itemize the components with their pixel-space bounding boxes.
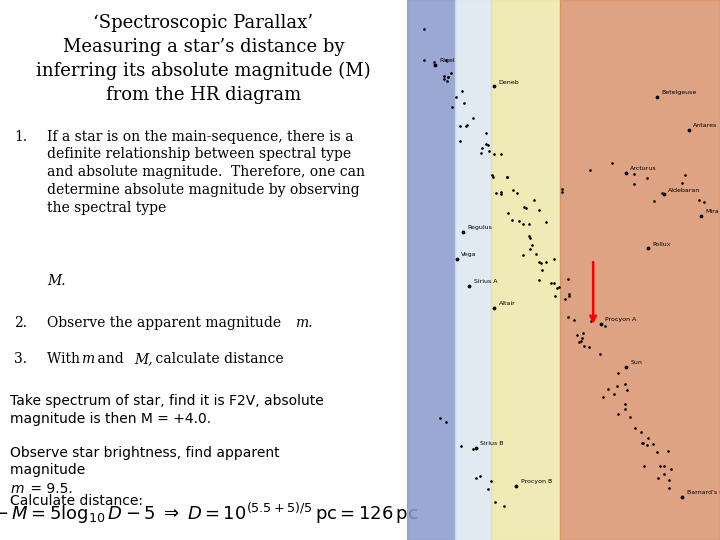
- Text: ‘Spectroscopic Parallax’: ‘Spectroscopic Parallax’: [94, 14, 313, 31]
- Text: Rigel: Rigel: [439, 58, 455, 63]
- Text: Pollux: Pollux: [652, 241, 670, 247]
- Text: M,: M,: [134, 352, 153, 366]
- Text: Take spectrum of star, find it is F2V, absolute
magnitude is then M = +4.0.: Take spectrum of star, find it is F2V, a…: [10, 394, 324, 426]
- Text: Aldebaran: Aldebaran: [667, 187, 700, 193]
- Text: = 9.5.: = 9.5.: [27, 482, 73, 496]
- Text: Betelgeuse: Betelgeuse: [662, 90, 697, 96]
- Bar: [491, 0, 560, 540]
- Text: Calculate distance:: Calculate distance:: [10, 494, 143, 508]
- Text: 1.: 1.: [14, 130, 27, 144]
- Text: Measuring a star’s distance by: Measuring a star’s distance by: [63, 38, 344, 56]
- Text: M.: M.: [47, 274, 66, 288]
- Text: Procyon A: Procyon A: [605, 317, 636, 322]
- Text: m: m: [10, 482, 24, 496]
- Text: 3.: 3.: [14, 352, 27, 366]
- Text: Sirius A: Sirius A: [474, 279, 497, 285]
- Text: Procyon B: Procyon B: [521, 479, 552, 484]
- Text: Altair: Altair: [499, 301, 516, 306]
- Bar: [407, 0, 455, 540]
- Text: 2.: 2.: [14, 316, 27, 330]
- Text: Regulus: Regulus: [467, 225, 492, 231]
- Text: Barnard's star: Barnard's star: [687, 490, 720, 495]
- Text: Sirius B: Sirius B: [480, 441, 503, 447]
- Text: Observe the apparent magnitude: Observe the apparent magnitude: [47, 316, 285, 330]
- Text: Deneb: Deneb: [499, 79, 519, 85]
- Text: $m - M = 5\log_{10} D - 5$$\;\Rightarrow\; D = 10^{(5.5+5)/5}\,\mathrm{pc} = 126: $m - M = 5\log_{10} D - 5$$\;\Rightarrow…: [0, 501, 418, 526]
- Text: Sun: Sun: [630, 360, 642, 366]
- Text: m: m: [81, 352, 94, 366]
- Bar: [455, 0, 491, 540]
- Text: Vega: Vega: [461, 252, 477, 258]
- Text: Antares: Antares: [693, 123, 717, 128]
- Text: calculate distance: calculate distance: [150, 352, 283, 366]
- Text: Observe star brightness, find apparent
magnitude: Observe star brightness, find apparent m…: [10, 446, 280, 477]
- Text: If a star is on the main-sequence, there is a
definite relationship between spec: If a star is on the main-sequence, there…: [47, 130, 365, 215]
- Text: m.: m.: [295, 316, 312, 330]
- Bar: [560, 0, 720, 540]
- Text: and: and: [93, 352, 128, 366]
- Text: Mira: Mira: [706, 209, 719, 214]
- Text: Arcturus: Arcturus: [630, 166, 657, 171]
- Text: inferring its absolute magnitude (M): inferring its absolute magnitude (M): [36, 62, 371, 80]
- Text: With: With: [47, 352, 84, 366]
- Text: from the HR diagram: from the HR diagram: [106, 86, 301, 104]
